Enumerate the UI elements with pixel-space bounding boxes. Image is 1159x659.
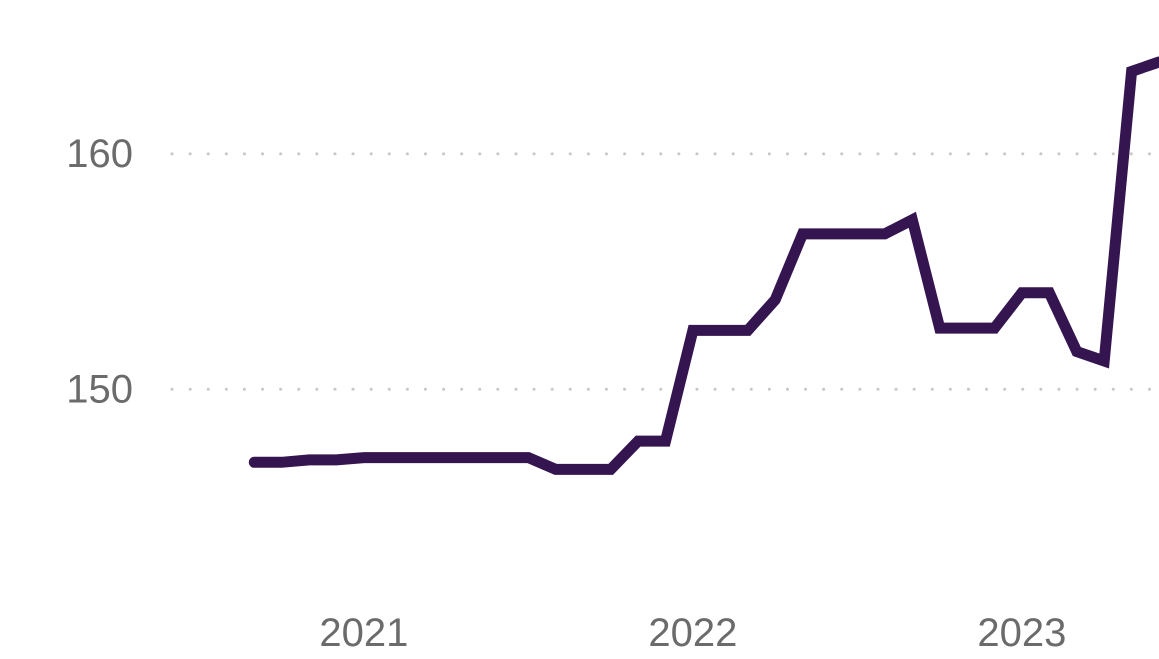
y-axis-tick-labels: 150 160 [66,132,133,411]
x-axis-tick-labels: 2021 2022 2023 [319,611,1066,655]
y-tick-label-160: 160 [66,132,133,176]
series-layer [248,56,1159,475]
grid-layer [170,152,1159,391]
x-tick-label-2021: 2021 [319,611,408,655]
y-tick-label-150: 150 [66,367,133,411]
x-tick-label-2022: 2022 [648,611,737,655]
x-tick-label-2023: 2023 [977,611,1066,655]
series-line-0 [248,56,1159,475]
